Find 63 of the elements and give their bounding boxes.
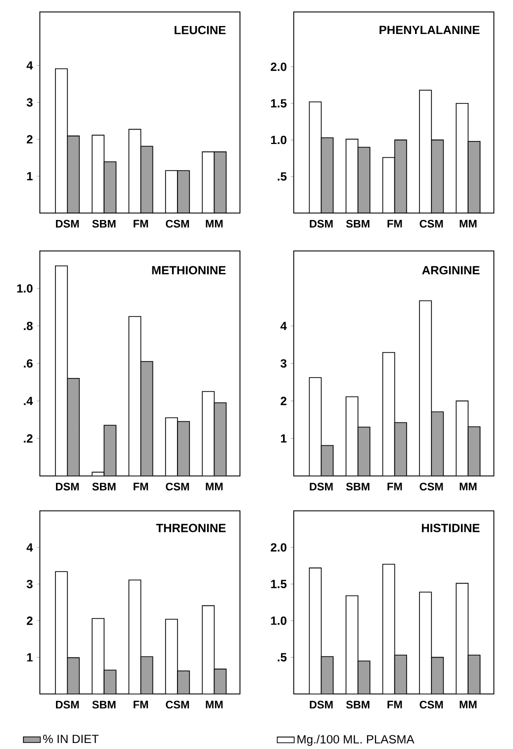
- y-tick-label: 1.5: [271, 99, 287, 108]
- y-tick-label: 4: [26, 61, 34, 70]
- x-tick-label: DSM: [56, 482, 79, 490]
- x-tick-label: SBM: [92, 220, 116, 228]
- y-tick-label: 2: [280, 396, 287, 406]
- y-tick-label: 1.0: [17, 284, 33, 293]
- y-tick-label: 2.0: [270, 543, 287, 552]
- x-tick-label: CSM: [420, 220, 443, 228]
- text: ARGININE: [422, 266, 480, 274]
- text: LEUCINE: [174, 26, 226, 34]
- y-tick-label: 2: [26, 135, 33, 144]
- y-tick-label: 2: [26, 616, 33, 625]
- y-tick-label: .5: [278, 172, 287, 181]
- x-tick-label: FM: [134, 482, 148, 490]
- x-tick-label: CSM: [166, 220, 190, 228]
- x-tick-label: MM: [460, 482, 477, 490]
- x-tick-label: FM: [134, 220, 148, 228]
- x-tick-label: CSM: [166, 700, 190, 709]
- y-tick-label: 1.0: [271, 616, 287, 625]
- legend-label: Mg./100 ML. PLASMA: [298, 734, 414, 746]
- y-tick-label: .4: [24, 396, 34, 406]
- x-tick-label: MM: [460, 700, 477, 708]
- text: THREONINE: [156, 524, 226, 532]
- text: PHENYLALANINE: [380, 26, 480, 34]
- y-tick-label: 3: [280, 359, 287, 368]
- x-tick-label: SBM: [346, 700, 370, 709]
- x-tick-label: FM: [388, 482, 402, 490]
- x-tick-label: CSM: [420, 482, 443, 490]
- x-tick-label: CSM: [166, 482, 190, 490]
- x-tick-label: FM: [388, 700, 402, 708]
- x-tick-label: MM: [206, 220, 223, 228]
- y-tick-label: 3: [26, 580, 33, 588]
- x-tick-label: DSM: [310, 482, 333, 490]
- x-tick-label: CSM: [420, 700, 443, 709]
- y-tick-label: 4: [26, 543, 34, 552]
- y-tick-label: 1: [27, 172, 33, 180]
- y-tick-label: 2.0: [270, 62, 287, 72]
- y-tick-label: 1.5: [271, 580, 287, 588]
- x-tick-label: DSM: [310, 220, 333, 228]
- legend-label: % IN DIET: [43, 734, 99, 744]
- y-tick-label: .8: [24, 322, 33, 330]
- y-tick-label: 3: [26, 98, 33, 107]
- x-tick-label: FM: [388, 220, 402, 228]
- y-tick-label: 4: [280, 322, 287, 330]
- x-tick-label: DSM: [56, 700, 79, 709]
- x-tick-label: SBM: [92, 700, 116, 709]
- x-tick-label: SBM: [346, 482, 370, 490]
- x-tick-label: DSM: [56, 220, 79, 228]
- y-tick-label: 1: [281, 434, 287, 443]
- x-tick-label: FM: [134, 700, 148, 708]
- y-tick-label: .2: [24, 434, 33, 443]
- text: HISTIDINE: [422, 524, 480, 532]
- x-tick-label: MM: [460, 220, 477, 228]
- y-tick-label: .5: [278, 653, 287, 662]
- y-tick-label: 1.0: [271, 136, 287, 144]
- x-tick-label: MM: [206, 700, 223, 708]
- x-tick-label: MM: [206, 482, 223, 490]
- y-tick-label: .6: [24, 359, 33, 368]
- y-tick-label: 1: [27, 653, 33, 662]
- text: METHIONINE: [152, 266, 226, 274]
- x-tick-label: SBM: [92, 482, 116, 490]
- x-tick-label: SBM: [346, 220, 370, 228]
- x-tick-label: DSM: [310, 700, 333, 709]
